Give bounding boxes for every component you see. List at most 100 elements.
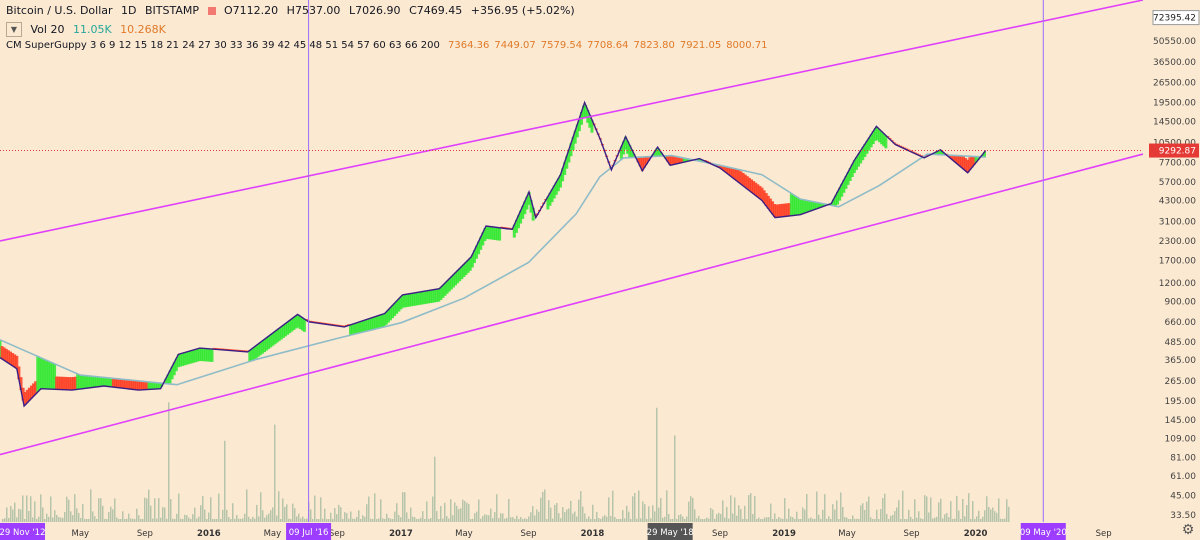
- guppy-value: 7823.80: [633, 40, 675, 51]
- price-line: [0, 100, 987, 408]
- volume-bar: [26, 495, 28, 522]
- marker-date-badge-bg: [286, 523, 332, 540]
- volume-bar: [580, 491, 582, 522]
- volume-bar: [832, 504, 834, 522]
- volume-bar: [746, 518, 748, 522]
- volume-bar: [86, 518, 88, 522]
- price-tick-label: 1700.00: [1159, 257, 1196, 267]
- volume-bar: [524, 518, 526, 522]
- symbol-name[interactable]: Bitcoin / U.S. Dollar: [6, 4, 113, 17]
- volume-bar: [718, 512, 720, 522]
- volume-bar: [2, 519, 4, 522]
- volume-bar: [322, 518, 324, 522]
- volume-bar: [204, 509, 206, 522]
- volume-bar: [336, 514, 338, 522]
- volume-bar: [948, 517, 950, 522]
- volume-bar: [596, 512, 598, 522]
- volume-bar: [562, 507, 564, 522]
- volume-bar: [262, 510, 264, 522]
- volume-bar: [494, 512, 496, 522]
- volume-bar: [942, 518, 944, 522]
- volume-bar: [314, 495, 316, 522]
- volume-bar: [46, 513, 48, 522]
- volume-bar: [38, 516, 40, 522]
- volume-bar: [522, 518, 524, 522]
- volume-bar: [590, 518, 592, 522]
- volume-bar: [528, 516, 530, 522]
- volume-bar: [854, 518, 856, 522]
- header-legend: Bitcoin / U.S. Dollar 1D BITSTAMP O7112.…: [6, 4, 580, 17]
- volume-bar: [792, 517, 794, 522]
- volume-bar: [124, 518, 126, 522]
- volume-bar: [158, 498, 160, 522]
- volume-bar: [614, 517, 616, 522]
- volume-bar: [42, 507, 44, 522]
- volume-bar: [874, 518, 876, 522]
- volume-bar: [486, 514, 488, 522]
- interval[interactable]: 1D: [121, 4, 137, 17]
- volume-bar: [480, 518, 482, 522]
- volume-bar: [988, 506, 990, 522]
- volume-bar: [446, 516, 448, 522]
- volume-bar: [796, 511, 798, 522]
- volume-bar: [886, 513, 888, 522]
- volume-bar: [380, 499, 382, 522]
- volume-bar: [702, 518, 704, 522]
- volume-bar: [804, 509, 806, 522]
- volume-bar: [260, 492, 262, 522]
- volume-bar: [864, 510, 866, 522]
- volume-bar: [292, 503, 294, 522]
- volume-bar: [700, 518, 702, 522]
- volume-bar: [74, 494, 76, 522]
- chevron-down-icon[interactable]: ▼: [6, 22, 22, 37]
- volume-bar: [378, 518, 380, 522]
- volume-bar: [786, 518, 788, 522]
- volume-bar: [778, 517, 780, 522]
- volume-bar: [544, 489, 546, 522]
- volume-bar: [52, 517, 54, 522]
- volume-bar: [776, 518, 778, 522]
- volume-bar: [220, 518, 222, 522]
- volume-bar: [936, 516, 938, 522]
- volume-bar: [924, 495, 926, 522]
- price-tick-label: 4300.00: [1159, 196, 1196, 206]
- volume-bar: [714, 518, 716, 522]
- price-tick-label: 660.00: [1165, 318, 1197, 328]
- volume-bar: [282, 498, 284, 522]
- channel-line-lower: [0, 153, 1144, 456]
- volume-bar: [800, 518, 802, 522]
- volume-bar: [432, 496, 434, 522]
- volume-bar: [338, 504, 340, 522]
- volume-bar: [834, 509, 836, 522]
- volume-bar: [540, 497, 542, 522]
- volume-bar: [576, 516, 578, 522]
- volume-bar: [838, 519, 840, 522]
- volume-name[interactable]: Vol 20: [30, 22, 65, 36]
- volume-bar: [420, 517, 422, 522]
- exchange: BITSTAMP: [145, 4, 200, 17]
- volume-bar: [188, 517, 190, 522]
- volume-bar: [174, 518, 176, 522]
- volume-bar: [644, 504, 646, 522]
- volume-bar: [802, 507, 804, 522]
- volume-bar: [138, 515, 140, 522]
- volume-bar: [892, 514, 894, 522]
- gear-icon[interactable]: ⚙: [1181, 522, 1195, 538]
- date-badge: 29 Nov '12: [0, 523, 45, 540]
- volume-bar: [376, 518, 378, 522]
- volume-bar: [586, 518, 588, 522]
- guppy-value: 7708.64: [587, 40, 629, 51]
- volume-bar: [674, 435, 676, 522]
- guppy-name[interactable]: CM SuperGuppy 3 6 9 12 15 18 21 24 27 30…: [6, 40, 440, 51]
- volume-bar: [398, 515, 400, 522]
- volume-bar: [550, 507, 552, 522]
- volume-bar: [172, 518, 174, 522]
- volume-bar: [24, 518, 26, 522]
- volume-bar: [280, 518, 282, 522]
- volume-bar: [218, 493, 220, 522]
- volume-bar: [812, 518, 814, 522]
- channel-price-badge: 72395.42: [1152, 10, 1200, 26]
- volume-bar: [628, 511, 630, 522]
- volume-bar: [374, 493, 376, 522]
